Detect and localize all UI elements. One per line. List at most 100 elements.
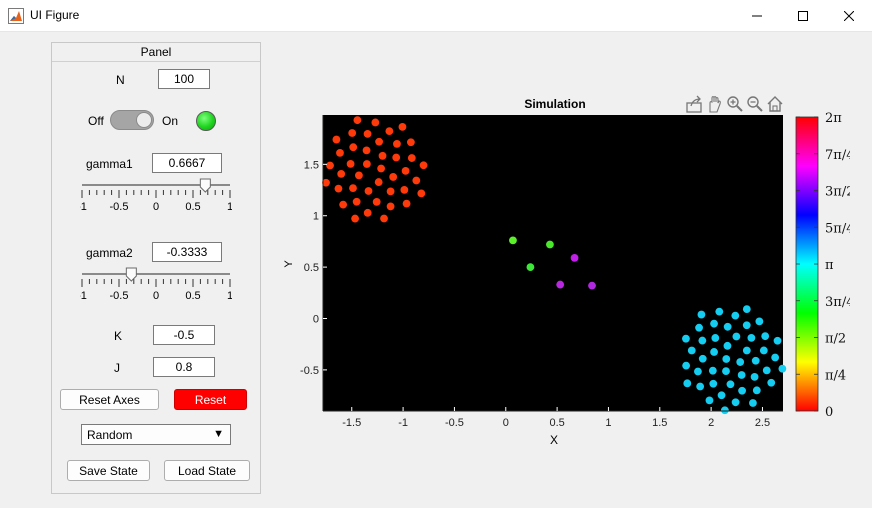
- gamma1-field[interactable]: 0.6667: [152, 153, 222, 173]
- scatter-point: [364, 187, 373, 195]
- scatter-point: [715, 307, 724, 316]
- y-axis-label: Y: [283, 260, 295, 268]
- slider-tick-label: 0.5: [185, 290, 200, 300]
- minimize-icon: [752, 15, 762, 16]
- zoom-in-icon[interactable]: [727, 96, 743, 112]
- scatter-point: [380, 214, 388, 223]
- scatter-point: [334, 184, 343, 193]
- gamma1-slider[interactable]: -1 -0.5 0 0.5 1: [80, 177, 232, 211]
- scatter-point: [767, 378, 776, 387]
- switch-off-label: Off: [88, 114, 104, 128]
- k-field[interactable]: -0.5: [153, 325, 215, 345]
- scatter-point: [696, 382, 705, 391]
- maximize-button[interactable]: [780, 0, 826, 31]
- window-titlebar: UI Figure: [0, 0, 872, 32]
- x-tick-label: -1.5: [342, 417, 361, 429]
- scatter-point: [720, 406, 729, 415]
- maximize-icon: [798, 10, 808, 21]
- scatter-point: [348, 129, 357, 137]
- reset-button[interactable]: Reset: [174, 389, 247, 410]
- scatter-point: [755, 317, 764, 326]
- n-field[interactable]: 100: [158, 69, 210, 89]
- scatter-point: [738, 386, 746, 395]
- scatter-point: [773, 336, 782, 345]
- gamma2-slider[interactable]: -1 -0.5 0 0.5 1: [80, 266, 232, 300]
- colorbar-tick-label: π/4: [825, 368, 846, 383]
- scatter-point: [351, 214, 359, 223]
- status-lamp: [196, 111, 216, 131]
- slider-tick-label: -0.5: [110, 290, 129, 300]
- x-tick-label: 0: [503, 417, 509, 429]
- scatter-point: [392, 153, 401, 162]
- export-icon[interactable]: [686, 95, 702, 113]
- x-tick-label: -1: [398, 417, 408, 429]
- gamma1-label: gamma1: [86, 157, 133, 171]
- save-state-button[interactable]: Save State: [67, 460, 150, 481]
- slider-tick-label: 1: [227, 290, 232, 300]
- scatter-point: [723, 322, 732, 331]
- scatter-point: [711, 334, 720, 342]
- colorbar-tick-label: 0: [825, 405, 833, 420]
- scatter-point: [695, 323, 703, 332]
- y-tick-label: 1: [313, 211, 319, 223]
- load-state-button[interactable]: Load State: [164, 460, 250, 481]
- scatter-point: [778, 364, 787, 373]
- scatter-point: [355, 171, 363, 180]
- pan-icon[interactable]: [709, 96, 721, 113]
- scatter-point: [731, 311, 740, 320]
- zoom-out-icon[interactable]: [747, 96, 763, 112]
- scatter-point: [509, 236, 517, 245]
- colorbar-tick-label: 2π: [825, 111, 842, 126]
- init-dropdown[interactable]: Random ▼: [81, 424, 231, 445]
- slider-thumb[interactable]: [199, 178, 211, 193]
- scatter-point: [723, 341, 732, 350]
- reset-axes-button[interactable]: Reset Axes: [60, 389, 159, 410]
- scatter-point: [683, 379, 692, 388]
- scatter-point: [761, 332, 770, 341]
- close-button[interactable]: [826, 0, 872, 31]
- scatter-point: [588, 281, 596, 290]
- scatter-point: [322, 178, 330, 187]
- slider-tick-label: 0: [153, 290, 159, 300]
- plot-background: [323, 115, 783, 411]
- x-axis: -1.5 -1 -0.5 0 0.5 1 1.5 2 2.5: [323, 407, 783, 429]
- scatter-point: [401, 166, 410, 175]
- control-panel: Panel: [51, 42, 261, 494]
- simulation-axes[interactable]: Simulation -1.5 -1 -0.5 0 0.5 1 1.5 2 2.5 -0.500…: [270, 86, 850, 456]
- j-field[interactable]: 0.8: [153, 357, 215, 377]
- y-tick-label: 0: [313, 314, 319, 326]
- scatter-point: [762, 366, 771, 375]
- home-icon[interactable]: [767, 96, 783, 112]
- slider-tick-label: -1: [80, 290, 87, 300]
- x-tick-label: 1: [605, 417, 611, 429]
- switch-knob: [136, 112, 152, 128]
- scatter-point: [710, 348, 718, 356]
- scatter-point: [349, 184, 357, 193]
- gamma2-field[interactable]: -0.3333: [152, 242, 222, 262]
- slider-thumb[interactable]: [125, 267, 137, 282]
- scatter-point: [752, 386, 761, 395]
- scatter-point: [372, 198, 381, 206]
- scatter-point: [697, 310, 706, 319]
- j-label: J: [114, 361, 120, 375]
- scatter-point: [726, 380, 735, 389]
- scatter-point: [353, 116, 362, 125]
- scatter-point: [742, 346, 751, 355]
- scatter-point: [363, 208, 372, 217]
- scatter-point: [717, 391, 726, 400]
- scatter-point: [736, 358, 745, 366]
- scatter-point: [556, 280, 565, 289]
- minimize-button[interactable]: [734, 0, 780, 31]
- scatter-point: [526, 263, 535, 272]
- scatter-point: [759, 346, 768, 355]
- on-off-switch[interactable]: [110, 110, 154, 130]
- colorbar-tick-label: 7π/4: [825, 148, 850, 163]
- scatter-point: [419, 161, 428, 170]
- scatter-point: [546, 240, 554, 249]
- scatter-point: [374, 178, 383, 186]
- slider-tick-label: 0: [153, 201, 159, 211]
- panel-divider: [52, 61, 260, 62]
- scatter-point: [406, 138, 415, 147]
- scatter-point: [371, 118, 380, 127]
- scatter-point: [378, 151, 387, 160]
